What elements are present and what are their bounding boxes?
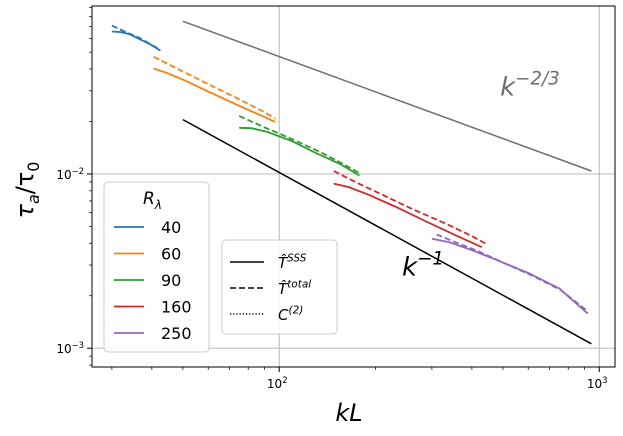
series-160-dashed-line [333,170,486,245]
series-160 [333,170,486,249]
label-k-minus-1: k−1 [402,248,444,282]
legend-reynolds-label-160: 160 [161,298,192,317]
reference-line-labels: k−1 k−2/3 [402,69,560,283]
legend-reynolds-label-250: 250 [161,324,192,343]
series-60 [153,55,276,123]
axis-ticks: 102 103 10−2 10−3 [56,7,608,391]
reference-line-k-minus-2-3 [182,20,592,172]
legend-style-label-dotted: C(2) [278,305,303,324]
legend-reynolds-label-90: 90 [161,271,181,290]
reference-lines [182,20,592,345]
series-90 [238,115,360,177]
series-40-dashed-line [111,24,161,51]
series-60-solid-line [153,67,276,123]
y-tick-label: 10−2 [56,166,84,182]
legend-reynolds-title: Rλ [143,189,162,212]
data-series [111,24,589,315]
y-tick-label: 10−3 [56,340,84,356]
series-160-solid-line [333,182,483,249]
x-axis-label: kL [335,399,362,427]
label-k-minus-2-3: k−2/3 [500,69,560,103]
legend-style-label-solid: T̂SSS [278,253,307,272]
series-250 [431,233,589,315]
legend-styles-frame [221,239,338,335]
series-90-solid-line [239,126,360,177]
legend-reynolds-label-40: 40 [161,218,181,237]
x-tick-label: 103 [587,375,608,391]
series-40 [111,24,161,52]
legend-style-label-dashed: T̂total [278,279,311,298]
series-90-dashed-line [238,115,360,174]
series-250-dashed-line [436,233,589,312]
plot-frame [91,5,616,368]
legend-reynolds: Rλ 40 60 90 160 250 [103,181,210,353]
series-60-dashed-line [153,55,276,120]
legend-line-styles: T̂SSS T̂total C(2) [221,239,338,335]
y-axis-label: τa/τ0 [11,162,43,219]
legend-reynolds-label-60: 60 [161,245,181,264]
reference-line-k-minus-1 [182,118,592,345]
series-250-solid-line [431,237,589,315]
x-tick-label: 102 [267,375,288,391]
series-40-solid-line [111,30,161,52]
legend-reynolds-frame [103,181,210,353]
axis-labels: kL τa/τ0 [11,162,363,428]
